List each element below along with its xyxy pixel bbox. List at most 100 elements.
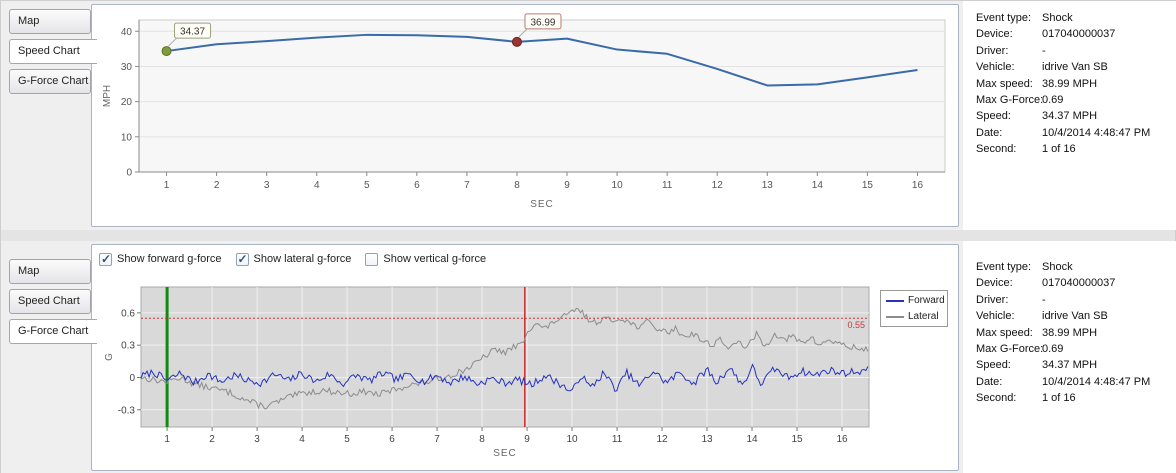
detail-value: 38.99 MPH [1042,326,1098,339]
detail-value: 38.99 MPH [1042,77,1098,90]
marker-start[interactable] [161,46,172,57]
detail-label: Speed: [976,110,1011,123]
detail-label: Second: [976,143,1017,156]
checkbox-show-forward-gforce[interactable]: Show forward g-force [99,252,222,266]
svg-text:14: 14 [746,434,758,445]
detail-row: Max speed: 38.99 MPH [976,325,1176,341]
checkbox-show-vertical-gforce[interactable]: Show vertical g-force [365,252,487,266]
gforce-plot-area[interactable] [140,286,870,428]
svg-text:13: 13 [762,180,774,191]
detail-row: Device: 017040000037 [976,275,1176,291]
checkbox-box[interactable] [365,252,379,266]
legend-item-forward: Forward [886,295,945,306]
speed-chart-block: Map Speed Chart G-Force Chart 0 10 20 30 40 1… [1,1,1176,230]
detail-value: 10/4/2014 4:48:47 PM [1042,126,1151,139]
marker-event[interactable] [511,36,522,47]
svg-text:4: 4 [314,180,320,191]
detail-value: 0.69 [1042,343,1064,356]
svg-text:SEC: SEC [530,199,554,210]
detail-label: Driver: [976,44,1009,57]
bottom-tab-gforce-chart[interactable]: G-Force Chart [9,319,97,344]
detail-row: Date: 10/4/2014 4:48:47 PM [976,125,1176,141]
svg-text:0: 0 [126,168,132,179]
speed-plot-area[interactable] [138,19,946,173]
svg-text:0: 0 [129,373,135,384]
checkbox-label: Show lateral g-force [253,253,352,265]
svg-text:0.3: 0.3 [121,341,135,352]
detail-label: Max speed: [976,77,1033,90]
detail-label: Device: [976,277,1013,290]
svg-text:8: 8 [479,434,485,445]
gforce-chart[interactable]: 1 2 3 4 5 6 7 8 9 10 11 12 13 14 15 16-0.300.30.6SECG0.… [94,275,876,472]
svg-text:12: 12 [712,180,724,191]
bottom-tab-speed-chart[interactable]: Speed Chart [9,289,91,314]
svg-text:30: 30 [121,62,133,73]
svg-text:13: 13 [701,434,713,445]
svg-text:0.55: 0.55 [847,320,865,330]
detail-label: Vehicle: [976,61,1015,74]
svg-text:0.6: 0.6 [121,308,135,319]
svg-text:SEC: SEC [493,448,517,459]
svg-text:15: 15 [791,434,803,445]
detail-value: - [1042,44,1046,57]
detail-row: Device: 017040000037 [976,26,1176,42]
lateral-line-swatch [886,315,904,318]
top-tab-gforce-chart[interactable]: G-Force Chart [9,69,91,94]
svg-text:10: 10 [121,132,133,143]
detail-value: 017040000037 [1042,28,1116,41]
detail-row: Speed: 34.37 MPH [976,108,1176,124]
detail-label: Event type: [976,12,1032,24]
top-tab-map[interactable]: Map [9,9,91,34]
checkbox-label: Show vertical g-force [383,253,487,265]
detail-row: Second: 1 of 16 [976,141,1176,157]
svg-text:10: 10 [612,180,624,191]
detail-label: Event type: [976,261,1032,273]
checkbox-box[interactable] [235,252,249,266]
detail-row: Vehicle: idrive Van SB [976,308,1176,324]
detail-row: Speed: 34.37 MPH [976,357,1176,373]
svg-text:34.37: 34.37 [180,27,205,38]
svg-text:15: 15 [862,180,874,191]
checkbox-box[interactable] [99,252,112,266]
detail-label: Date: [976,126,1003,139]
event-details-top: Event type: Shock Device: 017040000037 Dri… [963,1,1176,230]
checkbox-show-lateral-gforce[interactable]: Show lateral g-force [235,252,352,266]
svg-text:1: 1 [164,434,170,445]
detail-value: 34.37 MPH [1042,359,1098,372]
svg-text:9: 9 [524,434,530,445]
detail-value: idrive Van SB [1042,310,1108,323]
svg-text:36.99: 36.99 [530,17,555,28]
detail-label: Max speed: [976,326,1033,339]
svg-text:5: 5 [344,434,350,445]
svg-text:G: G [104,353,115,361]
legend-label: Forward [908,295,945,306]
gforce-options-row: Show forward g-force Show lateral g-forc… [99,250,486,268]
gforce-chart-panel[interactable]: Show forward g-force Show lateral g-forc… [91,244,959,471]
bottom-tab-map[interactable]: Map [9,259,91,284]
speed-chart-panel[interactable]: 0 10 20 30 40 1 2 3 4 5 6 7 8 9 10 11 12 13 14 15 16 SEC MPH 34… [91,4,959,227]
detail-value: 1 of 16 [1042,143,1076,156]
legend-label: Lateral [908,311,939,322]
detail-row: Second: 1 of 16 [976,390,1176,406]
detail-value: Shock [1042,12,1073,24]
svg-text:7: 7 [434,434,440,445]
checkbox-label: Show forward g-force [117,253,222,265]
svg-text:9: 9 [564,180,570,191]
detail-row: Max G-Force: 0.69 [976,92,1176,108]
detail-row: Max G-Force: 0.69 [976,341,1176,357]
detail-value: 017040000037 [1042,277,1116,290]
detail-value: - [1042,293,1046,306]
detail-label: Vehicle: [976,310,1015,323]
forward-gforce-line [140,363,869,392]
detail-label: Max G-Force: [976,343,1044,356]
top-tab-speed-chart[interactable]: Speed Chart [9,39,97,64]
detail-label: Device: [976,28,1013,41]
detail-row: Driver: - [976,43,1176,59]
marker-event-label-box [524,13,562,30]
detail-value: idrive Van SB [1042,61,1108,74]
svg-text:7: 7 [464,180,470,191]
svg-text:MPH: MPH [102,85,113,107]
svg-text:12: 12 [656,434,668,445]
detail-row: Date: 10/4/2014 4:48:47 PM [976,374,1176,390]
